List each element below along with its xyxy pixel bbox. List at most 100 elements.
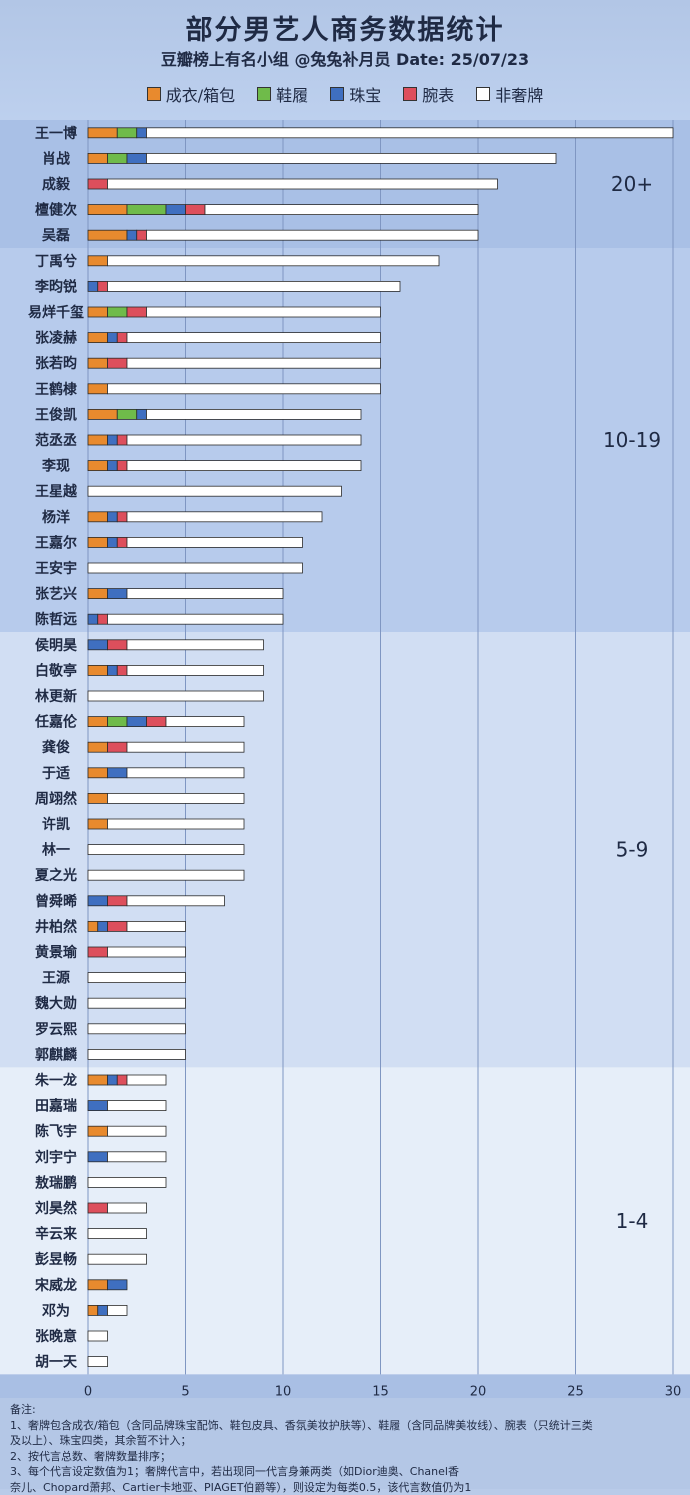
bar-segment xyxy=(108,1075,118,1085)
bar-segment xyxy=(88,640,108,650)
category-label: 肖战 xyxy=(42,150,70,167)
category-label: 张晚意 xyxy=(35,1328,77,1345)
bar-segment xyxy=(166,717,244,727)
bar-segment xyxy=(88,1126,108,1136)
bar-segment xyxy=(88,435,108,445)
bar-segment xyxy=(88,307,108,317)
bar-segment xyxy=(137,409,147,419)
bar-segment xyxy=(108,921,128,931)
notes-line: 2、按代言总数、奢牌数量排序； xyxy=(10,1449,680,1465)
bar-segment xyxy=(127,230,137,240)
bar-segment xyxy=(88,1203,108,1213)
category-label: 刘昊然 xyxy=(35,1200,77,1217)
bar-segment xyxy=(108,435,118,445)
bar-segment xyxy=(186,205,206,215)
bar-segment xyxy=(108,896,128,906)
bar-segment xyxy=(166,205,186,215)
bar-segment xyxy=(108,1280,128,1290)
notes-heading: 备注: xyxy=(10,1402,680,1418)
bar-segment xyxy=(88,384,108,394)
bar-segment xyxy=(88,742,108,752)
category-label: 辛云来 xyxy=(35,1226,78,1243)
bar-segment xyxy=(108,1126,167,1136)
category-label: 王源 xyxy=(42,970,70,987)
bar-segment xyxy=(88,665,108,675)
bar-segment xyxy=(88,1024,186,1034)
bar-segment xyxy=(127,921,186,931)
bar-segment xyxy=(88,563,303,573)
bar-segment xyxy=(127,512,322,522)
group-band xyxy=(0,1067,690,1374)
bar-segment xyxy=(88,1229,147,1239)
bar-segment xyxy=(88,1152,108,1162)
bar-segment xyxy=(88,128,117,138)
category-label: 任嘉伦 xyxy=(34,714,78,731)
bar-segment xyxy=(127,768,244,778)
category-label: 林一 xyxy=(42,842,70,859)
bar-segment xyxy=(205,205,478,215)
bar-segment xyxy=(88,614,98,624)
bar-segment xyxy=(108,384,381,394)
bar-segment xyxy=(127,205,166,215)
bar-segment xyxy=(88,1331,108,1341)
category-label: 侯明昊 xyxy=(35,637,77,654)
category-label: 吴磊 xyxy=(42,228,70,244)
category-label: 罗云熙 xyxy=(35,1022,77,1038)
bar-segment xyxy=(108,947,186,957)
bar-segment xyxy=(127,1075,166,1085)
bar-segment xyxy=(88,793,108,803)
notes-line: 1、奢牌包含成衣/箱包（含同品牌珠宝配饰、鞋包皮具、香氛美妆护肤等）、鞋履（含同… xyxy=(10,1418,680,1434)
bar-segment xyxy=(117,333,127,343)
category-label: 林更新 xyxy=(35,688,77,705)
bar-segment xyxy=(127,896,225,906)
group-label: 20+ xyxy=(611,172,653,196)
category-label: 范丞丞 xyxy=(35,432,77,449)
bar-segment xyxy=(117,665,127,675)
category-label: 王安宇 xyxy=(35,560,77,577)
category-label: 陈飞宇 xyxy=(35,1123,77,1140)
bar-segment xyxy=(108,717,128,727)
category-label: 邓为 xyxy=(41,1302,70,1319)
category-label: 井柏然 xyxy=(35,918,77,935)
bar-segment xyxy=(108,333,118,343)
category-label: 王嘉尔 xyxy=(35,534,77,551)
bar-segment xyxy=(127,153,147,163)
bar-segment xyxy=(88,589,108,599)
bar-segment xyxy=(137,230,147,240)
bar-segment xyxy=(108,1101,167,1111)
category-label: 彭昱畅 xyxy=(35,1251,77,1268)
bar-segment xyxy=(108,358,128,368)
bar-segment xyxy=(108,179,498,189)
bar-segment xyxy=(88,870,244,880)
category-label: 胡一天 xyxy=(35,1354,78,1371)
bar-segment xyxy=(117,128,137,138)
bar-segment xyxy=(88,896,108,906)
bar-segment xyxy=(108,512,118,522)
bar-segment xyxy=(108,461,118,471)
category-label: 张艺兴 xyxy=(35,586,77,603)
category-label: 许凯 xyxy=(42,816,70,833)
category-label: 宋威龙 xyxy=(34,1277,77,1294)
bar-segment xyxy=(108,589,128,599)
category-label: 檀健次 xyxy=(35,202,77,219)
category-label: 魏大勋 xyxy=(34,995,77,1012)
bar-segment xyxy=(88,921,98,931)
bar-segment xyxy=(88,973,186,983)
bar-segment xyxy=(108,665,118,675)
category-label: 张凌赫 xyxy=(35,330,77,347)
bar-segment xyxy=(88,358,108,368)
bar-segment xyxy=(88,1305,98,1315)
bar-segment xyxy=(117,537,127,547)
category-label: 杨洋 xyxy=(42,509,70,526)
bar-segment xyxy=(108,281,401,291)
bar-segment xyxy=(88,1280,108,1290)
category-label: 田嘉瑞 xyxy=(35,1098,77,1115)
bar-segment xyxy=(88,512,108,522)
bar-segment xyxy=(98,281,108,291)
bar-segment xyxy=(147,409,362,419)
category-label: 周翊然 xyxy=(35,790,77,807)
category-label: 敖瑞鹏 xyxy=(35,1174,77,1191)
category-label: 白敬亭 xyxy=(35,662,77,679)
